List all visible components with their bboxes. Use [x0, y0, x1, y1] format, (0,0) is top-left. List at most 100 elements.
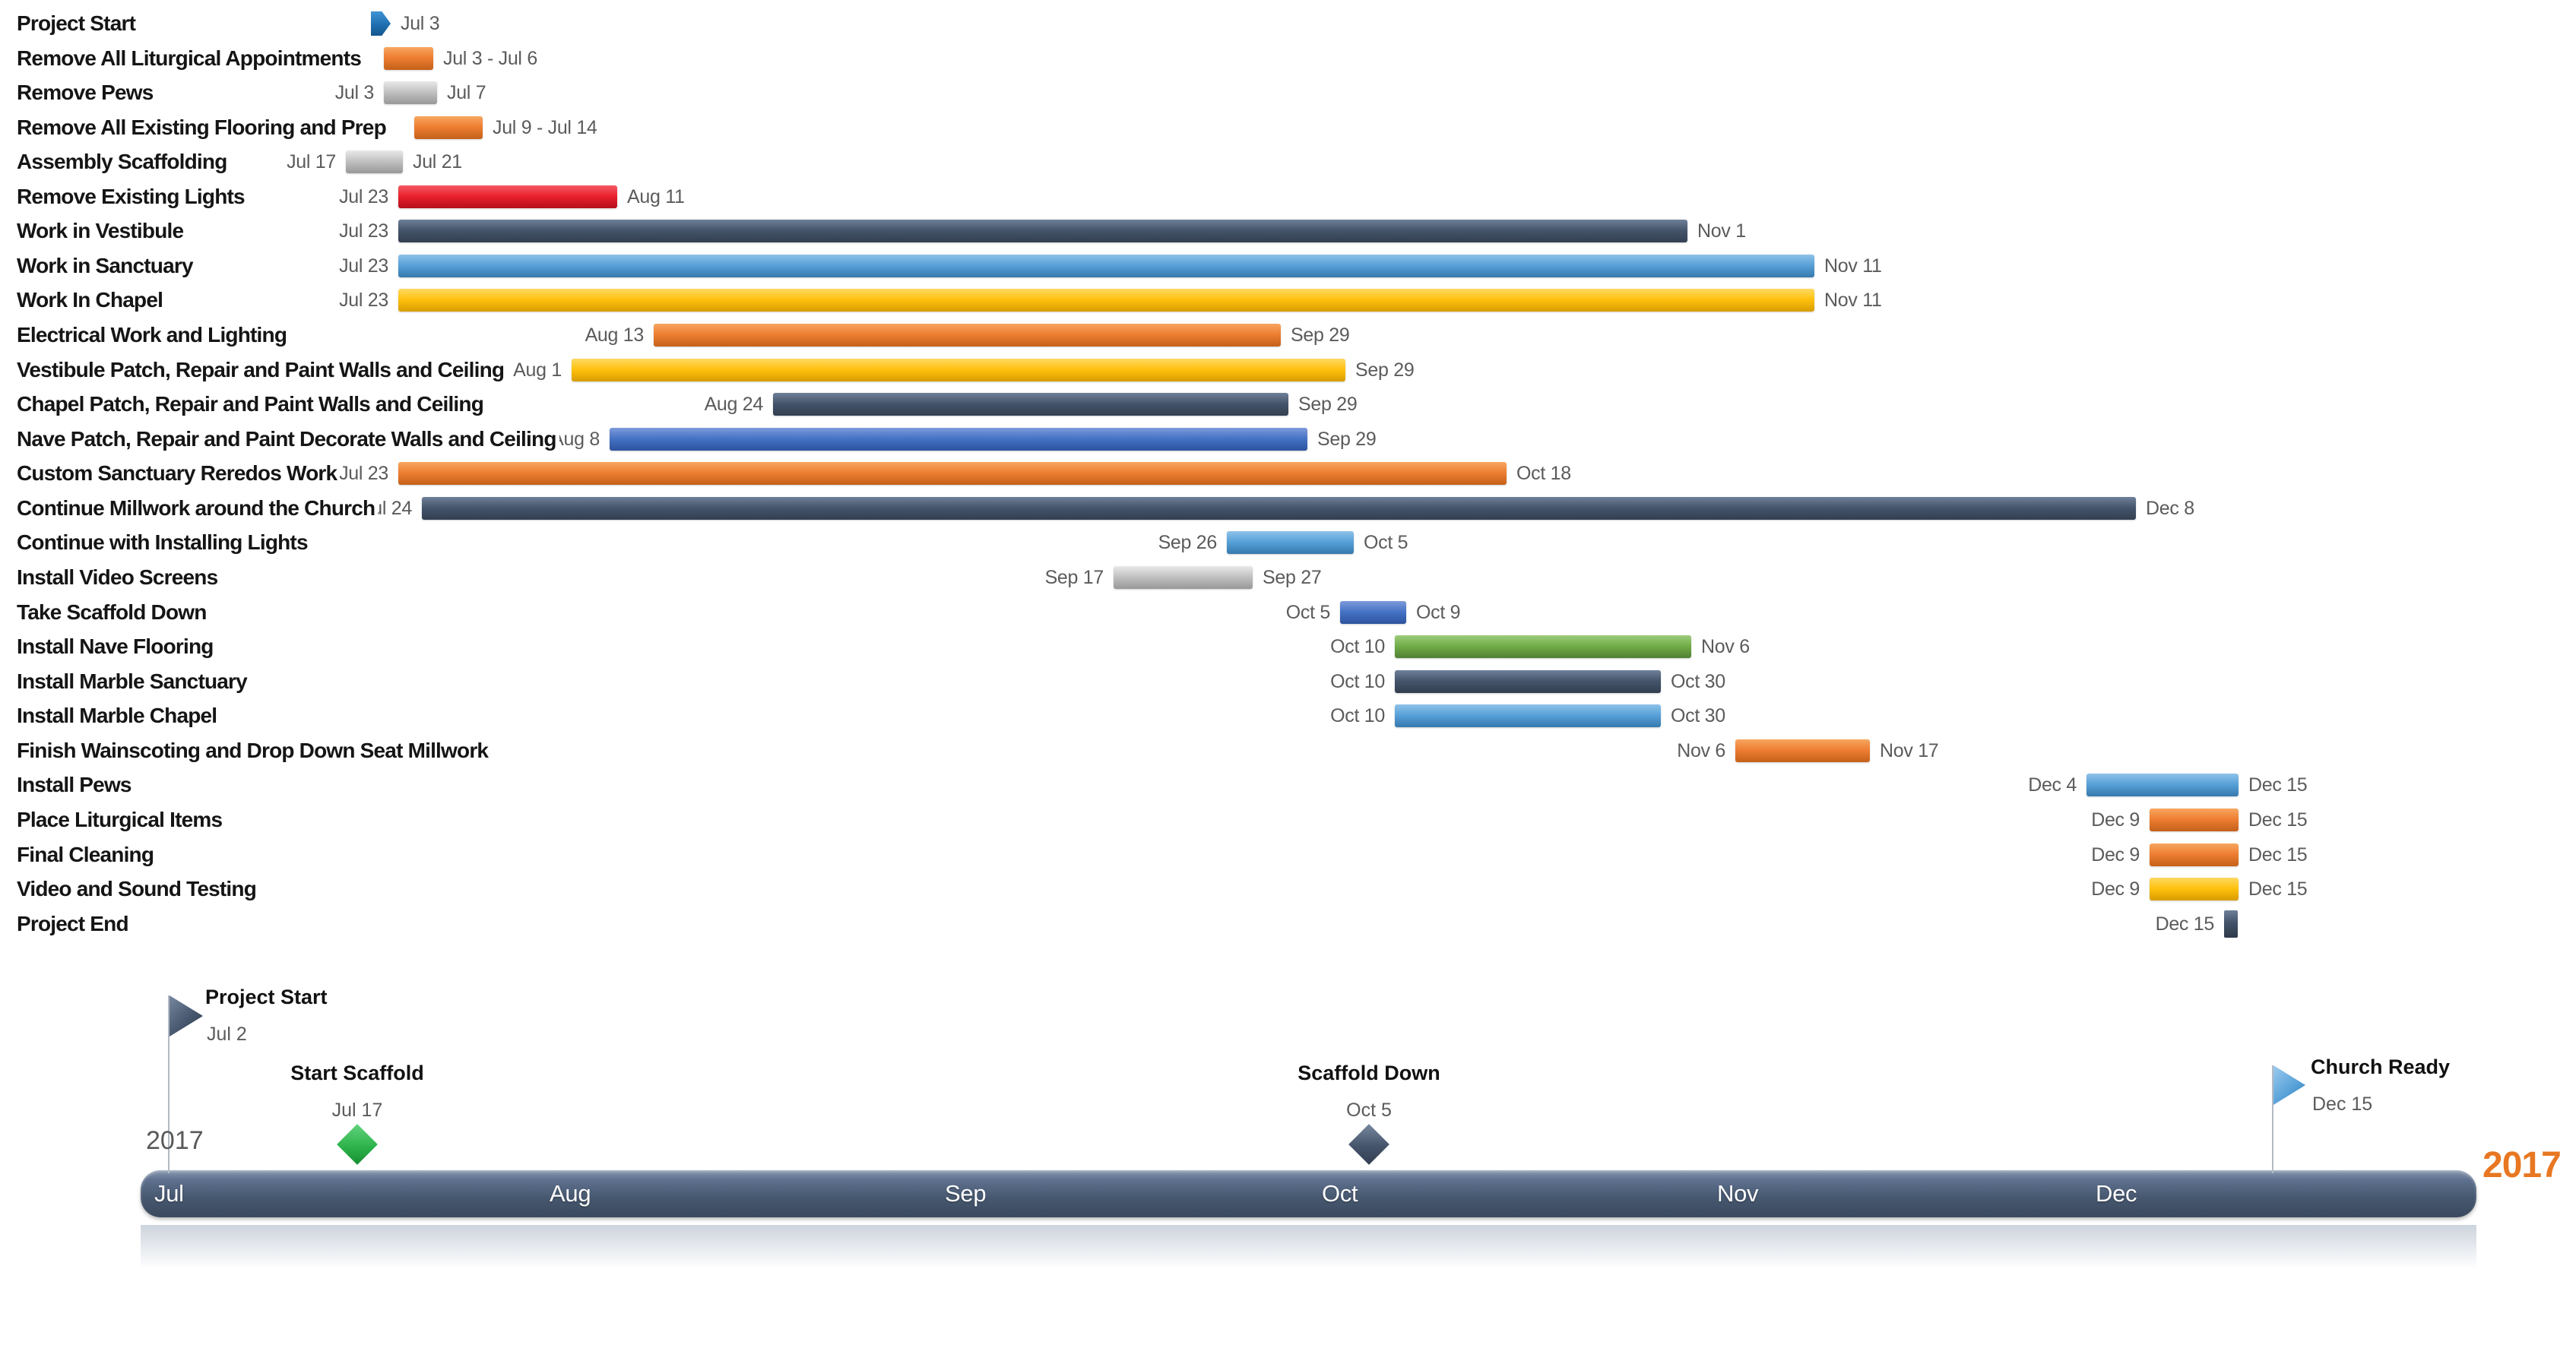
gantt-bar [422, 497, 2136, 520]
task-label: Nave Patch, Repair and Paint Decorate Wa… [17, 426, 559, 452]
gantt-bar [1395, 704, 1661, 727]
milestone-flag-icon [170, 995, 203, 1036]
date-label-right: Aug 11 [627, 186, 685, 207]
date-label-left: Jul 23 [339, 220, 388, 242]
date-label-left: Oct 10 [1330, 636, 1385, 657]
milestone-diamond-icon [337, 1124, 378, 1165]
gantt-bar [1395, 670, 1661, 693]
task-label: Electrical Work and Lighting [17, 322, 290, 348]
gantt-bar [773, 393, 1288, 416]
gantt-bar [384, 81, 437, 104]
gantt-bar [2150, 843, 2239, 866]
task-label: Work in Sanctuary [17, 253, 196, 279]
task-label: Install Nave Flooring [17, 634, 217, 660]
gantt-bar [1340, 601, 1406, 624]
task-label: Install Pews [17, 772, 135, 798]
milestone-title: Start Scaffold [290, 1062, 424, 1084]
date-label-right: Jul 9 - Jul 14 [493, 117, 597, 138]
task-label: Final Cleaning [17, 842, 157, 868]
task-label: Chapel Patch, Repair and Paint Walls and… [17, 391, 487, 417]
month-label-oct: Oct [1322, 1180, 1358, 1207]
milestone-date: Dec 15 [2312, 1093, 2373, 1115]
gantt-bar [346, 150, 403, 173]
milestone-flag-line [168, 995, 170, 1173]
date-label-right: Dec 15 [2248, 878, 2308, 900]
task-label: Project Start [17, 11, 139, 36]
date-label-right: Sep 29 [1317, 429, 1377, 450]
date-label-right: Nov 17 [1880, 740, 1939, 761]
gantt-bar [398, 289, 1814, 312]
gantt-bar [384, 47, 433, 70]
month-label-sep: Sep [945, 1180, 987, 1207]
gantt-bar [610, 428, 1307, 451]
task-label: Remove All Existing Flooring and Prep [17, 115, 389, 141]
date-label-left: Dec 9 [2091, 809, 2140, 831]
gantt-bar [1227, 531, 1354, 554]
date-label-right: Sep 29 [1298, 394, 1358, 415]
milestone-date: Jul 2 [207, 1024, 247, 1045]
date-label-left: Jul 23 [339, 290, 388, 311]
milestone-flag-icon [2273, 1065, 2305, 1105]
date-label-right: Sep 27 [1263, 567, 1322, 588]
gantt-bar [1114, 566, 1253, 589]
task-label: Place Liturgical Items [17, 807, 226, 833]
task-label: Vestibule Patch, Repair and Paint Walls … [17, 357, 508, 383]
gantt-bar [398, 255, 1814, 277]
date-label-left: Jul 3 [334, 82, 375, 103]
date-label-left: Oct 10 [1330, 671, 1385, 692]
gantt-bar [398, 220, 1687, 242]
date-label-right: Oct 18 [1516, 463, 1571, 484]
date-label-right: Nov 6 [1701, 636, 1750, 657]
date-label-right: Nov 11 [1824, 290, 1882, 311]
task-label: Custom Sanctuary Reredos Work [17, 460, 341, 486]
year-label-right: 2017 [2483, 1145, 2562, 1185]
date-label-right: Dec 15 [2248, 774, 2308, 796]
date-label-left: Jul 23 [339, 255, 388, 277]
gantt-bar [2086, 774, 2239, 796]
task-label: Work in Vestibule [17, 218, 187, 244]
gantt-bar [2150, 809, 2239, 831]
month-label-nov: Nov [1717, 1180, 1759, 1207]
date-label-right: Oct 30 [1671, 671, 1725, 692]
date-label-left: Aug 8 [551, 429, 600, 450]
gantt-bar [1735, 739, 1870, 762]
task-label: Install Marble Chapel [17, 703, 220, 729]
date-label-left: Aug 24 [704, 394, 764, 415]
gantt-bar [654, 324, 1281, 347]
date-label-right: Oct 9 [1416, 602, 1461, 623]
gantt-bar [1395, 635, 1691, 658]
task-label: Continue Millwork around the Church [17, 495, 379, 521]
gantt-bar [398, 185, 617, 208]
date-label-right: Dec 15 [2248, 809, 2308, 831]
task-label: Project End [17, 911, 131, 937]
date-label-right: Jul 3 - Jul 6 [443, 48, 537, 69]
gantt-bar [572, 359, 1345, 381]
date-label-right: Dec 15 [2248, 844, 2308, 866]
milestone-date: Jul 17 [331, 1100, 383, 1121]
milestone-flag-line [2272, 1065, 2273, 1173]
task-label: Work In Chapel [17, 287, 166, 313]
date-label-right: Nov 1 [1697, 220, 1746, 242]
date-label-left: Jul 23 [339, 463, 388, 484]
task-label: Install Video Screens [17, 565, 221, 590]
date-label-right: Jul 21 [413, 151, 462, 172]
task-label: Remove All Liturgical Appointments [17, 46, 364, 71]
month-label-jul: Jul [154, 1180, 184, 1207]
date-label-right: Jul 3 [401, 13, 440, 34]
date-label-left: Oct 10 [1330, 705, 1385, 726]
gantt-bar [414, 116, 483, 139]
date-label-left: Dec 15 [2155, 913, 2215, 935]
task-label: Install Marble Sanctuary [17, 669, 250, 695]
date-label-right: Sep 29 [1355, 359, 1415, 381]
date-label-left: Dec 4 [2028, 774, 2077, 796]
year-label-left: 2017 [146, 1126, 204, 1155]
task-label: Remove Pews [17, 80, 157, 106]
date-label-left: Jul 23 [339, 186, 388, 207]
task-label: Assembly Scaffolding [17, 149, 230, 175]
date-label-right: Dec 8 [2146, 498, 2194, 519]
gantt-bar [398, 462, 1507, 485]
milestone-title: Scaffold Down [1298, 1062, 1440, 1084]
date-label-left: Dec 9 [2091, 844, 2140, 866]
task-label: Continue with Installing Lights [17, 530, 311, 555]
